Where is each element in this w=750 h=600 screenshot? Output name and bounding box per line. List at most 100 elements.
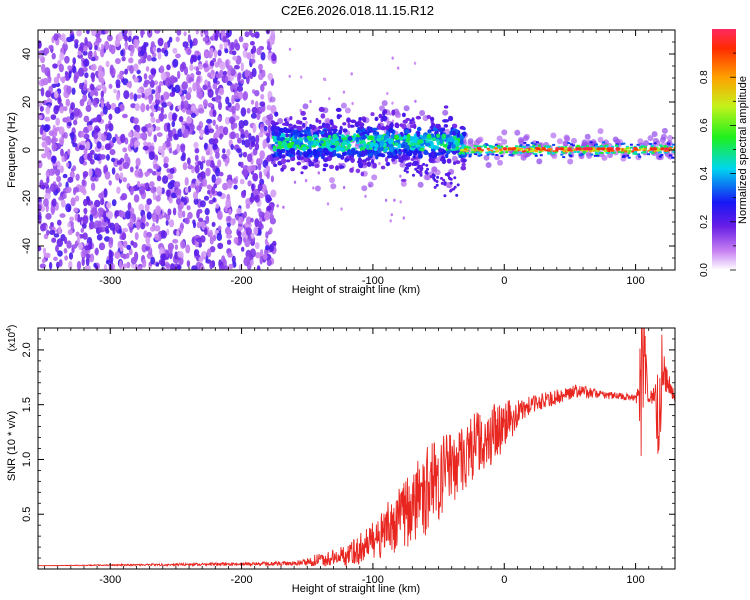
spectrogram-cell — [75, 195, 80, 202]
spectrogram-cell — [562, 147, 566, 150]
spectrogram-cell — [67, 121, 72, 127]
spectrogram-cell — [486, 153, 490, 156]
spectrogram-cell — [254, 142, 260, 151]
spectrogram-cell — [225, 59, 229, 69]
spectrogram-cell — [168, 36, 173, 43]
spectrogram-cell — [637, 153, 641, 156]
spectrogram-cell — [108, 180, 112, 186]
spectrogram-cell — [248, 30, 253, 36]
spectrogram-cell — [122, 147, 128, 153]
spectrogram-cell — [114, 210, 120, 217]
spectrogram-cell — [74, 42, 79, 49]
spectrogram-cell — [672, 150, 675, 153]
spectrogram-cell — [623, 148, 627, 151]
spectrogram-cell — [552, 143, 556, 146]
spectrogram-cell — [44, 146, 51, 152]
spectrogram-cell — [237, 72, 242, 80]
spectrogram-cell — [80, 130, 85, 138]
spectrogram-cell — [252, 45, 257, 54]
spectrogram-cell — [328, 151, 334, 158]
spectrogram-cell — [531, 146, 534, 149]
spectrogram-cell — [660, 145, 664, 148]
spectrogram-cell — [41, 63, 46, 73]
spectrogram-cell — [266, 259, 272, 267]
spectrogram-cell — [327, 128, 333, 132]
spectrogram-cell — [70, 102, 75, 111]
spectrogram-cell — [673, 147, 675, 149]
spectrogram-cell — [217, 116, 222, 122]
spectrogram-cell — [339, 134, 346, 138]
spectrogram-cell — [140, 222, 146, 230]
spectrogram-cell — [365, 157, 371, 161]
spectrogram-cell — [605, 151, 609, 154]
spectrogram-cell — [259, 101, 266, 107]
spectrogram-cell — [83, 133, 90, 140]
spectrogram-cell — [46, 229, 50, 236]
spectrogram-cell — [53, 33, 59, 41]
spectrogram-cell — [206, 118, 213, 124]
spectrogram-cell — [202, 251, 207, 257]
spectrogram-cell — [479, 150, 483, 153]
spectrogram-cell — [145, 236, 151, 244]
spectrogram-cell — [283, 118, 288, 122]
spectrogram-cell — [86, 196, 90, 201]
spectrogram-cell — [201, 155, 206, 162]
spectrogram-cell — [120, 133, 126, 144]
spectrogram-cell — [164, 49, 169, 57]
spectrogram-cell — [38, 114, 43, 120]
spectrogram-cell — [104, 171, 111, 180]
spectrogram-cell — [555, 147, 560, 151]
spectrogram-cell — [187, 48, 192, 56]
spectrogram-cell — [266, 170, 270, 180]
spectrogram-cell — [209, 160, 215, 168]
spectrogram-cell — [80, 140, 87, 146]
spectrogram-cell — [320, 140, 324, 144]
spectrogram-cell — [226, 179, 233, 189]
spectrogram-cell — [665, 145, 669, 148]
spectrogram-cell — [286, 142, 293, 149]
spectrogram-cell — [157, 84, 162, 94]
spectrogram-cell — [489, 149, 493, 152]
spectrogram-cell — [602, 141, 605, 144]
spectrogram-cell — [486, 147, 490, 150]
spectrogram-cell — [207, 81, 211, 88]
spectrogram-cell — [366, 161, 372, 168]
spectrogram-cell — [141, 131, 148, 141]
spectrogram-cell — [164, 263, 171, 268]
spectrogram-cell — [85, 141, 91, 151]
spectrogram-cell — [373, 147, 378, 152]
spectrogram-cell — [98, 227, 103, 233]
spectrogram-cell — [245, 42, 249, 49]
spectrogram-cell — [536, 158, 543, 165]
spectrogram-cell — [45, 213, 52, 220]
spectrogram-cell — [421, 135, 426, 140]
spectrogram-cell — [373, 151, 379, 156]
spectrogram-cell — [124, 35, 129, 42]
spectrogram-cell — [196, 76, 201, 83]
spectrogram-cell — [45, 90, 52, 98]
spectrogram-cell — [455, 160, 461, 165]
spectrogram-cell — [150, 89, 156, 95]
spectrogram-cell — [385, 161, 391, 167]
spectrogram-cell — [305, 120, 308, 125]
spectrogram-cell — [228, 263, 234, 270]
spectrogram-cell — [157, 106, 161, 111]
spectrogram-cell — [632, 152, 636, 155]
spectrogram-cell — [330, 183, 337, 190]
spectrogram-cell — [80, 228, 85, 233]
spectrogram-cell — [90, 63, 97, 71]
spectrogram-cell — [155, 118, 161, 124]
spectrogram-cell — [119, 70, 123, 80]
spectrogram-cell — [183, 100, 189, 110]
spectrogram-cell — [554, 151, 558, 154]
spectrogram-cell — [300, 75, 303, 79]
spectrogram-cell — [315, 117, 319, 123]
spectrogram-cell — [425, 163, 429, 167]
spectrogram-cell — [57, 219, 62, 226]
spectrogram-cell — [329, 119, 334, 125]
spectrogram-cell — [449, 181, 453, 185]
spectrogram-cell — [394, 110, 401, 117]
spectrogram-cell — [77, 50, 82, 56]
spectrogram-cell — [120, 49, 124, 57]
spectrogram-cell — [257, 157, 263, 165]
